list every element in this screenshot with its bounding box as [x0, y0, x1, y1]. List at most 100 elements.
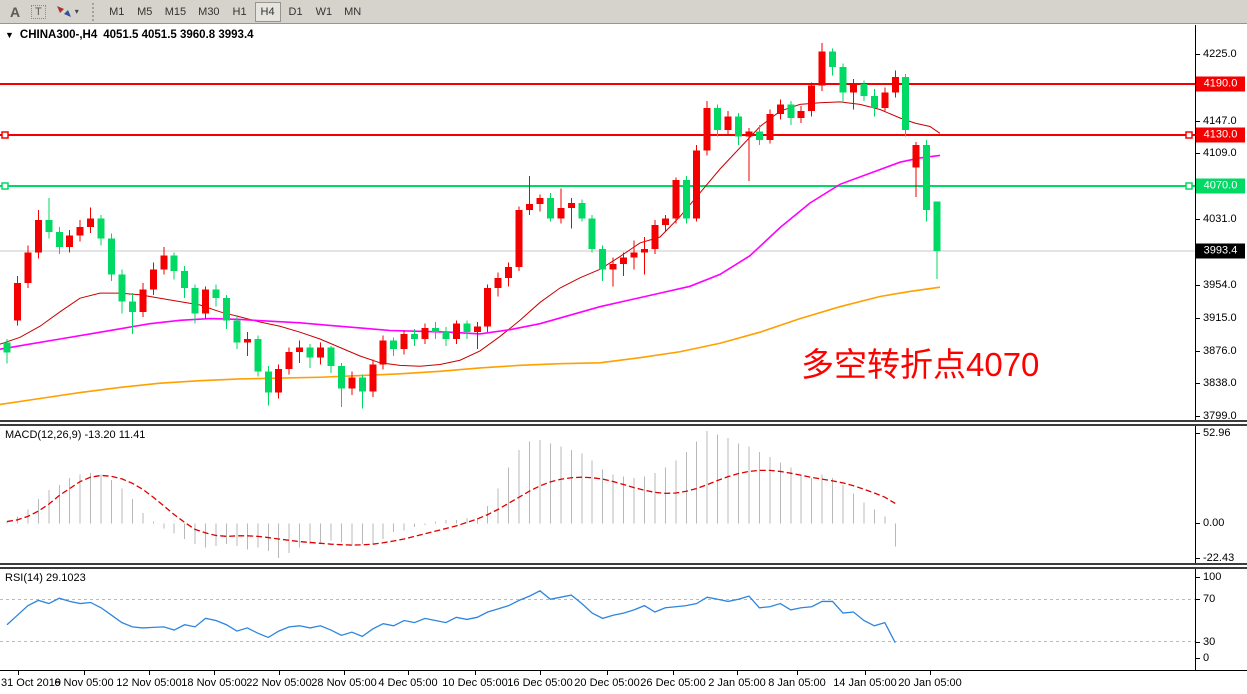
- price-tick-mark: [1196, 416, 1200, 418]
- candle-body: [369, 364, 377, 392]
- panel-separator-main-macd[interactable]: [0, 420, 1247, 426]
- macd-tick-mark: [1196, 558, 1200, 559]
- dropdown-arrow-icon[interactable]: ▼: [5, 30, 14, 40]
- candle-body: [233, 320, 241, 343]
- timeframe-button-mn[interactable]: MN: [344, 5, 362, 18]
- candle-body: [149, 269, 157, 290]
- price-badge-4130.0: 4130.0: [1196, 127, 1245, 143]
- rsi-tick-mark: [1196, 577, 1200, 578]
- candle-body: [128, 301, 136, 312]
- candle-body: [891, 77, 899, 93]
- text-label-tool-button[interactable]: T: [26, 2, 51, 22]
- ohlc-values-label: 4051.5 4051.5 3960.8 3993.4: [103, 29, 254, 41]
- time-tick-label: 28 Nov 05:00: [311, 677, 377, 689]
- line-handle[interactable]: [1185, 131, 1193, 139]
- timeframe-button-h4[interactable]: H4: [254, 1, 281, 22]
- price-tick-label: 3954.0: [1203, 278, 1237, 291]
- candle-body: [661, 218, 669, 226]
- time-tick-mark: [18, 671, 19, 675]
- candle-body: [735, 116, 742, 137]
- rsi-tick-label: 100: [1203, 571, 1222, 583]
- price-badge-4190.0: 4190.0: [1196, 76, 1245, 92]
- price-tick-label: 4147.0: [1203, 114, 1237, 127]
- time-tick-mark: [930, 671, 931, 675]
- time-tick-label: 6 Nov 05:00: [54, 677, 114, 689]
- line-handle[interactable]: [1, 182, 9, 190]
- font-tool-button[interactable]: A: [9, 3, 21, 20]
- candle-body: [714, 107, 722, 130]
- toolbar: A T ▾ M1 M5 M15 M30 H1 H4 D1 W1 MN: [0, 0, 1247, 24]
- price-tick-label: 3838.0: [1203, 377, 1237, 390]
- candle-body: [275, 368, 283, 393]
- rsi-line: [6, 590, 896, 643]
- candle-body: [87, 218, 95, 227]
- candle-body: [108, 238, 115, 275]
- timeframe-button-m15[interactable]: M15: [164, 5, 187, 18]
- arrows-tool-button[interactable]: ▾: [51, 2, 84, 22]
- timeframe-button-m30[interactable]: M30: [198, 5, 220, 18]
- timeframe-button-h1[interactable]: H1: [232, 5, 247, 18]
- line-handle[interactable]: [1, 131, 9, 139]
- current-price-badge: 3993.4: [1196, 243, 1245, 259]
- text-tool-icon: T: [31, 4, 46, 19]
- candle-body: [933, 201, 941, 252]
- candle-body: [348, 377, 356, 389]
- timeframe-button-m1[interactable]: M1: [109, 5, 125, 18]
- ma-mid-line: [0, 154, 941, 350]
- price-tick-mark: [1196, 120, 1200, 122]
- candle-body: [818, 51, 826, 86]
- candle-body: [170, 255, 178, 271]
- candle-body: [24, 252, 32, 283]
- candle-body: [139, 289, 147, 312]
- macd-tick-label: 52.96: [1203, 427, 1231, 439]
- time-tick-label: 12 Nov 05:00: [116, 677, 182, 689]
- price-tick-label: 3915.0: [1203, 311, 1237, 324]
- chart-annotation-text[interactable]: 多空转折点4070: [801, 346, 1040, 383]
- time-tick-mark: [475, 671, 476, 675]
- timeframe-button-w1[interactable]: W1: [315, 5, 333, 18]
- candle-body: [285, 351, 293, 369]
- time-tick-label: 18 Nov 05:00: [181, 677, 247, 689]
- candle-body: [442, 332, 450, 339]
- time-tick-mark: [607, 671, 608, 675]
- macd-tick-mark: [1196, 523, 1200, 525]
- candle-body: [191, 288, 199, 314]
- rsi-tick-label: 70: [1203, 593, 1216, 606]
- time-tick-label: 16 Dec 05:00: [507, 677, 573, 689]
- rsi-tick-mark: [1196, 641, 1200, 643]
- line-handle[interactable]: [1185, 182, 1193, 190]
- macd-tick-label: -22.43: [1203, 552, 1235, 564]
- price-tick-mark: [1196, 317, 1200, 319]
- candle-body: [34, 220, 42, 253]
- candle-body: [411, 333, 419, 339]
- candle-body: [306, 347, 314, 358]
- time-tick-label: 22 Nov 05:00: [246, 677, 312, 689]
- panel-separator-macd-rsi[interactable]: [0, 563, 1247, 569]
- time-tick-label: 31 Oct 2019: [1, 677, 61, 689]
- price-tick-mark: [1196, 350, 1200, 352]
- candle-body: [745, 131, 753, 137]
- candle-body: [254, 339, 262, 372]
- candle-body: [881, 92, 889, 108]
- candle-body: [212, 289, 220, 299]
- candle-body: [849, 84, 857, 93]
- timeframe-button-d1[interactable]: D1: [288, 5, 303, 18]
- time-tick-label: 20 Dec 05:00: [574, 677, 640, 689]
- rsi-tick-mark: [1196, 658, 1200, 659]
- time-tick-mark: [408, 671, 409, 675]
- candle-body: [630, 252, 638, 258]
- time-tick-label: 4 Dec 05:00: [378, 677, 438, 689]
- candle-body: [599, 248, 607, 270]
- price-tick-mark: [1196, 284, 1200, 286]
- candle-body: [651, 225, 659, 249]
- candle-body: [45, 220, 53, 232]
- candle-body: [243, 339, 251, 343]
- timeframe-button-m5[interactable]: M5: [137, 5, 153, 18]
- candle-body: [515, 209, 523, 267]
- candle-body: [682, 180, 690, 219]
- ma-slow-line: [0, 286, 941, 406]
- candle-body: [390, 340, 398, 350]
- candle-body: [317, 347, 324, 358]
- price-badge-4070.0: 4070.0: [1196, 178, 1245, 194]
